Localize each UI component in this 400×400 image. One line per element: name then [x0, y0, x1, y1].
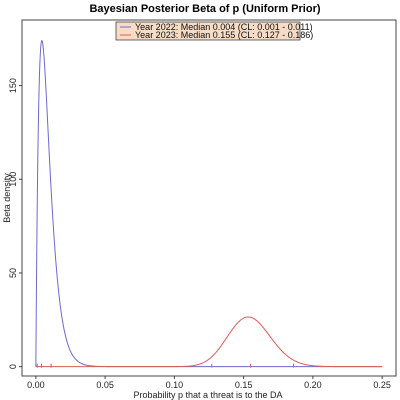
plot-frame [21, 19, 397, 377]
x-tick-label-5: 0.25 [373, 380, 391, 390]
chart-title: Bayesian Posterior Beta of p (Uniform Pr… [89, 3, 320, 15]
axis-ticks: 0.00 0.05 0.10 0.15 0.20 0.25 0 50 100 150 [8, 78, 391, 390]
legend-entry-2023: Year 2023: Median 0.155 (CL: 0.127 - 0.1… [135, 30, 313, 40]
x-tick-label-0: 0.00 [27, 380, 45, 390]
median-ci-markers [36, 363, 294, 368]
legend-box [115, 21, 301, 41]
y-tick-label-2: 100 [8, 172, 18, 187]
x-tick-label-2: 0.10 [166, 380, 184, 390]
y-axis-label: Beta density [2, 173, 12, 223]
y-tick-label-0: 0 [8, 364, 18, 369]
x-axis-label: Probability p that a threat is to the DA [133, 390, 282, 400]
legend: Year 2022: Median 0.004 (CL: 0.001 - 0.0… [115, 21, 313, 41]
y-tick-label-3: 150 [8, 78, 18, 93]
series-1-curve [35, 316, 383, 368]
x-tick-label-3: 0.15 [235, 380, 253, 390]
x-tick-label-4: 0.20 [304, 380, 322, 390]
series-layer [35, 39, 383, 368]
y-tick-label-1: 50 [8, 268, 18, 278]
legend-entry-2022: Year 2022: Median 0.004 (CL: 0.001 - 0.0… [135, 22, 313, 32]
x-tick-label-1: 0.05 [96, 380, 114, 390]
